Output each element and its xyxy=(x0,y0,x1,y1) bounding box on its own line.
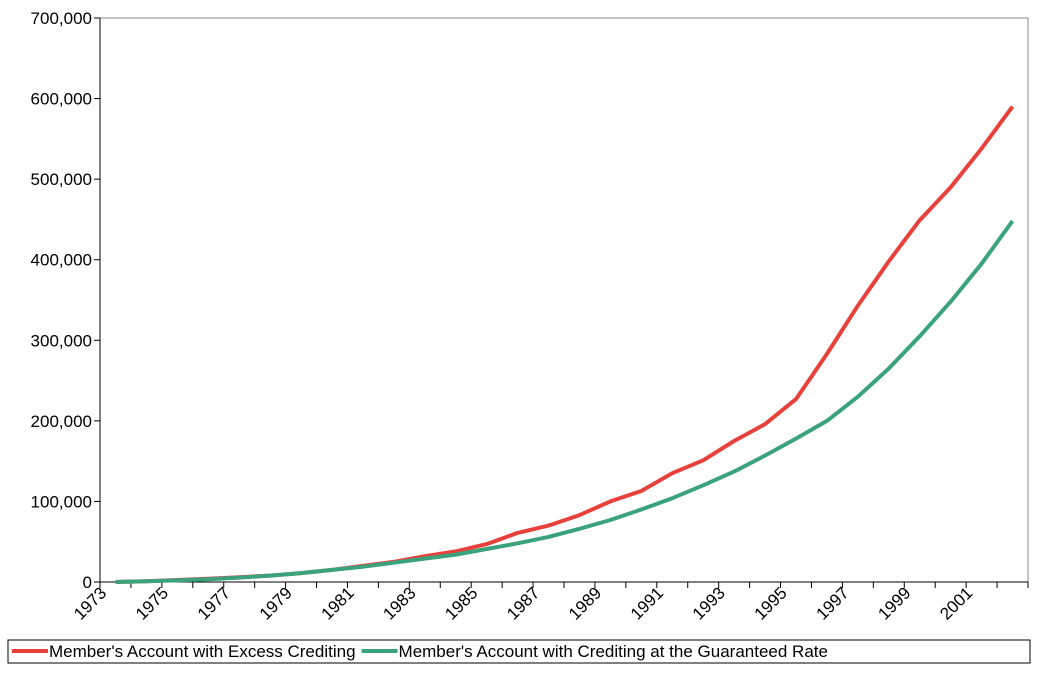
x-tick-label: 1997 xyxy=(813,583,853,623)
x-tick-label: 1985 xyxy=(441,583,481,623)
x-tick-label: 1987 xyxy=(503,583,543,623)
x-tick-label: 1981 xyxy=(318,583,358,623)
x-tick-label: 1983 xyxy=(379,583,419,623)
y-tick-label: 700,000 xyxy=(31,9,92,28)
legend-box xyxy=(7,639,1031,664)
y-tick-label: 500,000 xyxy=(31,170,92,189)
x-tick-label: 1977 xyxy=(194,583,234,623)
y-tick-label: 100,000 xyxy=(31,492,92,511)
y-tick-label: 600,000 xyxy=(31,90,92,109)
x-tick-label: 1991 xyxy=(627,583,667,623)
x-tick-label: 1995 xyxy=(751,583,791,623)
y-tick-label: 400,000 xyxy=(31,251,92,270)
series-line xyxy=(115,219,1015,584)
y-tick-label: 0 xyxy=(83,573,92,592)
y-tick-label: 300,000 xyxy=(31,331,92,350)
x-tick-label: 1973 xyxy=(70,583,110,623)
x-tick-label: 1999 xyxy=(874,583,914,623)
x-tick-label: 1979 xyxy=(256,583,296,623)
series-line xyxy=(115,105,1015,584)
plot-area xyxy=(99,17,1029,583)
x-tick-label: 1993 xyxy=(689,583,729,623)
x-tick-label: 2001 xyxy=(936,583,976,623)
legend-label: Member's Account with Excess Crediting xyxy=(49,642,356,661)
legend-label: Member's Account with Crediting at the G… xyxy=(399,642,828,661)
x-tick-label: 1975 xyxy=(132,583,172,623)
y-tick-label: 200,000 xyxy=(31,412,92,431)
x-tick-label: 1989 xyxy=(565,583,605,623)
